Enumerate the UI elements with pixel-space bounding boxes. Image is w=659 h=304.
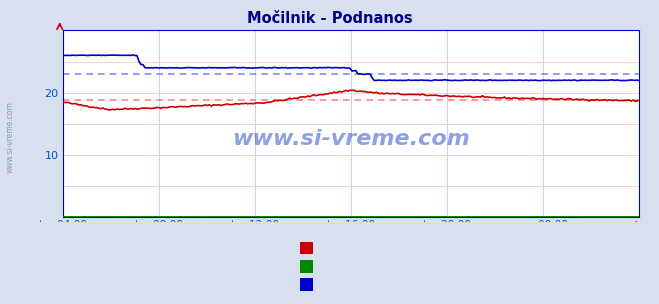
Text: Močilnik - Podnanos: Močilnik - Podnanos bbox=[316, 236, 434, 246]
Text: 26: 26 bbox=[211, 289, 224, 299]
Text: www.si-vreme.com: www.si-vreme.com bbox=[5, 101, 14, 173]
Text: 20,4: 20,4 bbox=[211, 253, 234, 263]
Text: 18,8: 18,8 bbox=[148, 253, 171, 263]
Text: maks.:: maks.: bbox=[211, 236, 250, 246]
Text: 22: 22 bbox=[86, 289, 99, 299]
Text: povpr.:: povpr.: bbox=[148, 236, 189, 246]
Text: 22: 22 bbox=[20, 289, 33, 299]
Text: 0,1: 0,1 bbox=[148, 271, 165, 281]
Text: 0,1: 0,1 bbox=[86, 271, 102, 281]
Text: 18,7: 18,7 bbox=[20, 253, 43, 263]
Text: 0,1: 0,1 bbox=[20, 271, 36, 281]
Text: pretok[m3/s]: pretok[m3/s] bbox=[320, 271, 387, 281]
Text: www.si-vreme.com: www.si-vreme.com bbox=[232, 129, 470, 149]
Text: sedaj:: sedaj: bbox=[20, 236, 55, 246]
Text: 17,3: 17,3 bbox=[86, 253, 109, 263]
Text: temperatura[C]: temperatura[C] bbox=[320, 253, 401, 263]
Text: Močilnik - Podnanos: Močilnik - Podnanos bbox=[246, 11, 413, 26]
Text: min.:: min.: bbox=[86, 236, 116, 246]
Text: 23: 23 bbox=[148, 289, 161, 299]
Text: višina[cm]: višina[cm] bbox=[320, 289, 374, 300]
Text: 0,2: 0,2 bbox=[211, 271, 227, 281]
